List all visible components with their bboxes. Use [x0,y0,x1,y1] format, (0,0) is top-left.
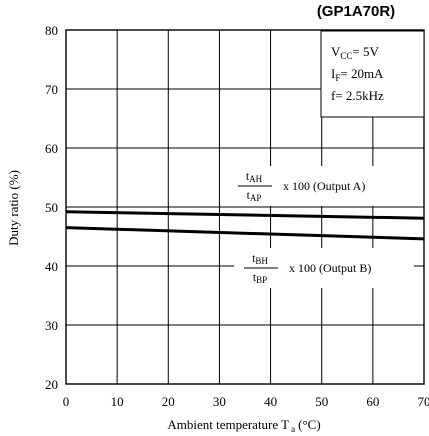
x-tick-label: 60 [366,394,379,409]
x-tick-label: 40 [264,394,277,409]
y-tick-label: 40 [45,259,58,274]
condition-f: f= 2.5kHz [331,88,384,103]
y-tick-label: 50 [45,200,58,215]
svg-text:tAH: tAH [246,169,263,184]
x-tick-label: 20 [162,394,175,409]
condition-vcc: VCC= 5V [331,44,379,61]
series-lines [65,210,425,241]
svg-text:x 100 (Output A): x 100 (Output A) [283,179,365,193]
part-label: (GP1A70R) [317,3,395,20]
condition-if: IF= 20mA [331,66,384,83]
series-label-output-a: tAH tAP x 100 (Output A) [228,166,408,206]
y-tick-label: 20 [45,377,58,392]
x-tick-label: 30 [213,394,226,409]
y-tick-label: 60 [45,141,58,156]
svg-text:tBP: tBP [253,270,267,285]
y-tick-label: 30 [45,318,58,333]
svg-text:x 100 (Output B): x 100 (Output B) [289,261,371,275]
y-tick-label: 70 [45,82,58,97]
conditions-box [320,30,425,118]
svg-text:tAP: tAP [247,188,262,203]
x-tick-label: 0 [63,394,70,409]
x-tick-label: 70 [418,394,429,409]
tick-labels: 0 10 20 30 40 50 60 70 20 30 40 50 60 70 80 [45,23,429,409]
plot-frame [65,29,425,385]
svg-text:tBH: tBH [252,251,268,266]
y-tick-label: 80 [45,23,58,38]
x-tick-label: 50 [315,394,328,409]
y-axis-label: Duty ratio (%) [6,170,21,246]
series-line-output-a [65,210,425,220]
x-tick-label: 10 [111,394,124,409]
series-label-output-b: tBH tBP x 100 (Output B) [234,248,414,288]
series-line-output-b [65,226,425,241]
